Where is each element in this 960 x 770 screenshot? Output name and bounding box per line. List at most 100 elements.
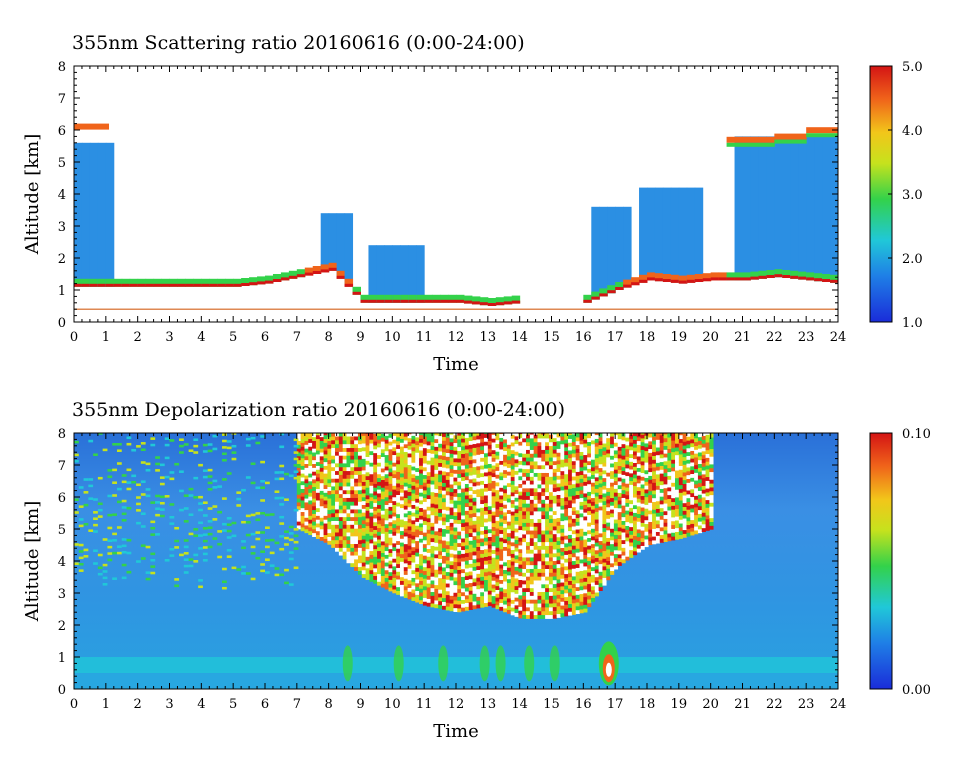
noise-cell [407, 526, 412, 531]
noise-cell [541, 434, 546, 439]
noise-cell [346, 436, 351, 441]
noise-cell [426, 525, 431, 530]
noise-cell [541, 599, 546, 604]
noise-cell [461, 607, 466, 612]
noise-cell [438, 574, 443, 579]
noise-cell [587, 564, 592, 569]
noise-cell [526, 526, 531, 531]
noise-cell [338, 447, 343, 452]
noise-cell [304, 513, 309, 518]
boundary-layer-top [225, 283, 234, 287]
noise-cell [560, 605, 565, 610]
noise-cell [499, 583, 504, 588]
noise-cell [315, 461, 321, 466]
noise-cell [357, 474, 363, 479]
noise-cell [655, 435, 661, 440]
noise-cell [632, 474, 638, 479]
noise-cell [449, 449, 454, 454]
noise-cell [484, 518, 489, 523]
noise-cell [453, 604, 458, 609]
noise-cell [598, 463, 603, 469]
noise-cell [392, 443, 397, 448]
noise-cell [484, 598, 489, 604]
noise-cell [514, 547, 519, 552]
noise-cell [514, 501, 519, 506]
noise-cell [506, 521, 512, 526]
noise-cell [312, 494, 317, 499]
noise-cell [308, 500, 313, 505]
noise-cell [636, 483, 641, 488]
noise-cell [495, 528, 500, 533]
noise-cell [388, 552, 393, 557]
noise-cell [529, 453, 534, 458]
noise-cell [476, 550, 481, 555]
boundary-layer-band [670, 274, 680, 283]
noise-cell [568, 561, 573, 566]
noise-cell [590, 444, 596, 449]
noise-cell [652, 436, 657, 441]
noise-cell [487, 444, 492, 449]
noise-cell [568, 596, 573, 601]
noise-cell [606, 576, 611, 581]
noise-cell [602, 458, 607, 463]
noise-cell [407, 518, 412, 523]
boundary-layer-top [607, 290, 616, 294]
noise-cell [506, 459, 512, 465]
noise-cell [384, 531, 389, 536]
noise-cell [342, 547, 347, 552]
noise-cell [407, 522, 412, 527]
noise-cell [407, 433, 412, 435]
noise-cell [545, 576, 550, 581]
noise-cell [640, 449, 645, 454]
noise-cell [518, 552, 523, 557]
noise-cell [338, 459, 343, 464]
noise-cell [682, 464, 687, 469]
noise-cell [461, 565, 466, 570]
noise-cell [441, 486, 447, 491]
noise-cell [476, 515, 481, 521]
noise-cell [461, 553, 466, 558]
noise-cell [484, 560, 489, 565]
noise-cell [682, 514, 687, 519]
noise-cell [403, 444, 408, 449]
noise-cell [319, 494, 324, 499]
noise-cell [357, 524, 363, 529]
noise-cell [663, 472, 668, 477]
noise-cell [499, 529, 504, 534]
noise-cell [655, 527, 661, 532]
noise-cell [529, 526, 534, 531]
noise-cell [457, 442, 462, 448]
noise-cell [675, 520, 680, 525]
noise-cell [419, 569, 424, 574]
noise-cell [537, 453, 542, 458]
noise-cell [441, 567, 447, 572]
noise-cell [399, 538, 405, 543]
noise-cell [300, 481, 305, 486]
noise-cell [346, 489, 351, 495]
noise-cell [564, 535, 569, 540]
noise-cell [587, 503, 592, 508]
noise-cell [552, 599, 557, 604]
noise-cell [697, 436, 703, 441]
noise-cell [510, 591, 515, 597]
noise-cell [327, 529, 332, 534]
noise-cell [617, 523, 622, 528]
noise-cell [476, 489, 481, 494]
noise-cell [598, 559, 603, 565]
noise-cell [357, 532, 363, 537]
noise-cell [602, 481, 607, 486]
noise-cell [472, 520, 477, 525]
noise-cell [522, 491, 527, 497]
noise-cell [575, 471, 580, 476]
noise-cell [388, 568, 393, 573]
noise-cell [399, 573, 405, 578]
noise-cell [652, 447, 657, 453]
noise-cell [434, 477, 439, 482]
noise-cell [506, 594, 512, 599]
noise-cell [690, 500, 695, 505]
noise-cell [659, 469, 664, 474]
noise-cell [377, 516, 382, 521]
noise-cell [453, 454, 458, 459]
boundary-layer-band [257, 276, 266, 285]
noise-cell [590, 513, 596, 518]
